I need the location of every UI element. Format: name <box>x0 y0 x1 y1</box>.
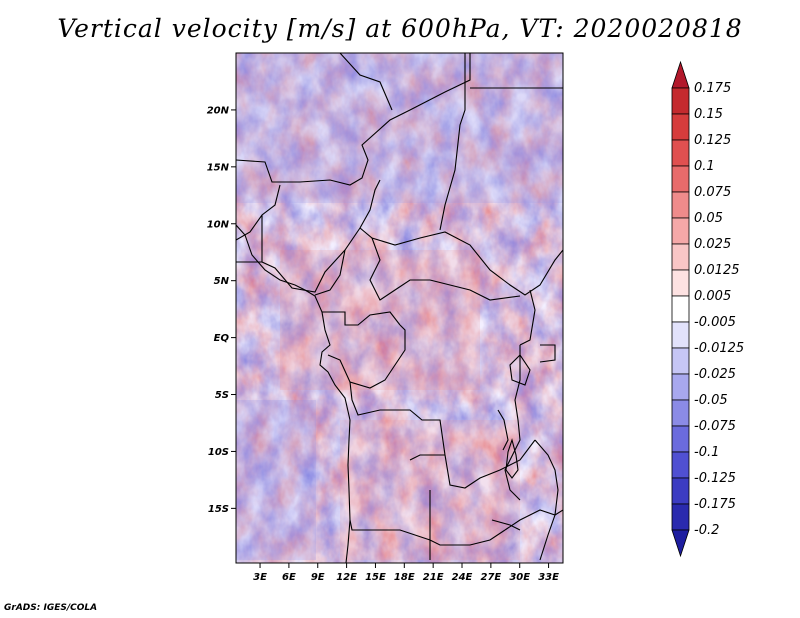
colorbar-label: -0.0125 <box>694 341 744 356</box>
lat-tick-label: 5S <box>215 390 229 401</box>
colorbar-label: 0.05 <box>694 211 723 226</box>
lon-tick-label: 21E <box>423 572 444 583</box>
lat-tick-label: 15S <box>208 504 229 515</box>
latitude-axis: 20N 15N 10N 5N EQ 5S 10S 15S <box>207 105 236 515</box>
lon-tick-label: 3E <box>253 572 267 583</box>
lat-tick-label: 15N <box>207 162 230 173</box>
lat-tick-label: 10N <box>207 219 230 230</box>
lat-tick-label: EQ <box>214 333 230 344</box>
colorbar-label: 0.15 <box>694 107 723 122</box>
credit-label: GrADS: IGES/COLA <box>4 603 98 613</box>
colorbar-label: 0.025 <box>694 237 731 252</box>
colorbar-segment <box>671 373 690 401</box>
colorbar-segment <box>671 269 690 297</box>
lon-tick-label: 6E <box>282 572 296 583</box>
lat-tick-label: 10S <box>208 447 229 458</box>
colorbar-segment <box>671 347 690 375</box>
map-frame <box>235 52 564 564</box>
colorbar-segment <box>671 451 690 479</box>
lat-tick-label: 20N <box>207 105 230 116</box>
colorbar-label: 0.005 <box>694 289 731 304</box>
colorbar-label: 0.175 <box>694 81 731 96</box>
colorbar-label: 0.1 <box>694 159 715 174</box>
colorbar-segment <box>671 477 690 505</box>
colorbar-label: -0.2 <box>694 523 719 538</box>
colorbar-label: 0.075 <box>694 185 731 200</box>
colorbar-segment <box>671 165 690 193</box>
lon-tick-label: 15E <box>365 572 386 583</box>
colorbar-label: -0.025 <box>694 367 736 382</box>
colorbar-label: -0.175 <box>694 497 736 512</box>
colorbar-segment <box>671 113 690 141</box>
colorbar: 0.175 0.15 0.125 0.1 0.075 0.05 0.025 0.0125 0.0… <box>671 60 744 558</box>
colorbar-label: -0.05 <box>694 393 728 408</box>
colorbar-segment <box>671 295 690 323</box>
colorbar-segment <box>671 191 690 219</box>
lon-tick-label: 27E <box>480 572 501 583</box>
map-title: Vertical velocity [m/s] at 600hPa, VT: 2… <box>57 14 743 43</box>
colorbar-label: -0.005 <box>694 315 736 330</box>
lon-tick-label: 24E <box>452 572 473 583</box>
longitude-axis: 3E 6E 9E 12E 15E 18E 21E 24E 27E 30E 33E <box>253 563 559 583</box>
lon-tick-label: 9E <box>311 572 325 583</box>
colorbar-segment <box>671 321 690 349</box>
vertical-velocity-field <box>236 53 563 563</box>
colorbar-segment <box>671 503 690 531</box>
lon-tick-label: 33E <box>538 572 559 583</box>
lat-tick-label: 5N <box>214 276 230 287</box>
country-boundaries <box>236 53 563 563</box>
colorbar-segment <box>671 243 690 271</box>
colorbar-label: -0.125 <box>694 471 736 486</box>
lon-tick-label: 12E <box>336 572 357 583</box>
colorbar-label: 0.0125 <box>694 263 740 278</box>
colorbar-label: 0.125 <box>694 133 731 148</box>
colorbar-label: -0.1 <box>694 445 719 460</box>
colorbar-segment <box>671 87 690 115</box>
colorbar-label: -0.075 <box>694 419 736 434</box>
colorbar-segment <box>671 139 690 167</box>
colorbar-segment <box>671 529 690 558</box>
colorbar-segment <box>671 399 690 427</box>
lon-tick-label: 30E <box>509 572 530 583</box>
colorbar-segment <box>671 217 690 245</box>
colorbar-segment <box>671 425 690 453</box>
colorbar-segment <box>671 60 690 89</box>
lon-tick-label: 18E <box>394 572 415 583</box>
